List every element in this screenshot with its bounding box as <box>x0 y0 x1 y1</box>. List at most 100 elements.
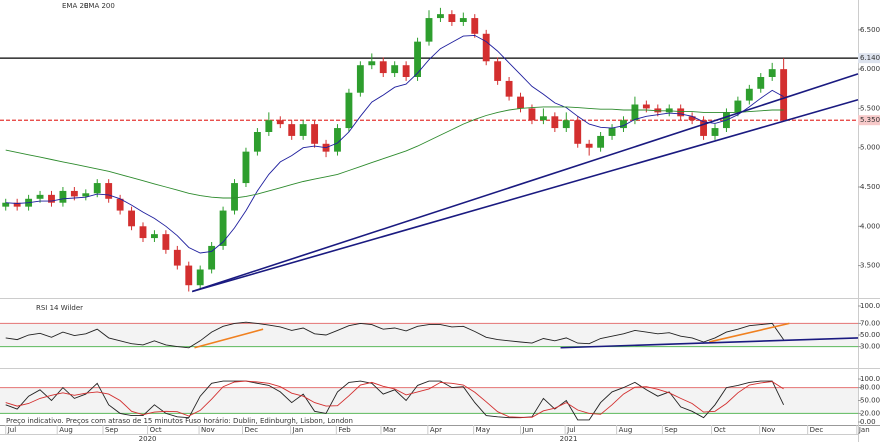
candle-body <box>334 128 341 152</box>
x-tick-label: Mar <box>383 426 396 434</box>
y-tick-label: 30.00 <box>860 343 880 351</box>
candle-body <box>402 65 410 77</box>
candle-body <box>482 33 490 62</box>
x-tick-label: Dec <box>810 426 824 434</box>
series-line <box>5 106 784 199</box>
candle-body <box>631 104 639 121</box>
x-tick-label: Jul <box>7 426 17 434</box>
candle-body <box>105 183 113 199</box>
candle-body <box>391 65 399 74</box>
candle-body <box>356 65 364 93</box>
candle-body <box>299 124 307 136</box>
candle-body <box>745 88 753 101</box>
candle-body <box>253 132 261 152</box>
candle-body <box>196 269 204 286</box>
series-line <box>5 34 784 254</box>
price-label-box <box>858 53 880 64</box>
x-tick-label: Oct <box>150 426 162 434</box>
y-tick-label: 80.00 <box>860 384 880 392</box>
candle-body <box>13 202 21 207</box>
x-tick-label: Aug <box>619 426 633 434</box>
trendline <box>560 337 859 349</box>
x-tick-label: May <box>476 426 490 434</box>
candle-body <box>311 124 319 144</box>
x-tick-label: Nov <box>762 426 776 434</box>
candle-body <box>459 18 467 22</box>
y-tick-label: 5.500 <box>860 104 880 112</box>
x-tick-label: Jul <box>566 426 576 434</box>
candle-body <box>162 234 170 250</box>
candle-body <box>128 210 135 227</box>
series-line <box>5 321 784 349</box>
y-tick-label: 5.000 <box>860 144 880 152</box>
candle-body <box>677 108 685 117</box>
zone <box>0 387 858 414</box>
candle-body <box>471 18 479 34</box>
candle-body <box>116 198 124 211</box>
legend-entry: EMA 200 <box>84 2 115 10</box>
candle-body <box>242 151 250 184</box>
candle-body <box>93 183 101 194</box>
candle-body <box>768 69 776 77</box>
candle-body <box>551 116 559 129</box>
candle-body <box>151 234 158 239</box>
candle-body <box>231 183 238 211</box>
candle-body <box>688 116 696 121</box>
candle-body <box>574 120 582 144</box>
y-tick-label: 100.00 <box>860 302 880 310</box>
candle-body <box>276 120 284 125</box>
candle-body <box>139 226 147 239</box>
candle-body <box>70 190 78 197</box>
candle-body <box>585 143 593 148</box>
candle-body <box>539 116 547 121</box>
y-tick-label: 70.00 <box>860 319 880 327</box>
candle-body <box>219 210 227 246</box>
price-label-box <box>858 115 880 126</box>
candle-body <box>494 61 502 81</box>
x-tick-label: Nov <box>201 426 215 434</box>
candle-body <box>414 41 421 77</box>
x-tick-label: Oct <box>714 426 726 434</box>
y-tick-label: 20.00 <box>860 409 880 417</box>
candle-body <box>59 190 67 203</box>
series-line <box>5 380 784 418</box>
candle-body <box>780 69 788 121</box>
x-tick-label: Apr <box>430 426 442 434</box>
candle-body <box>528 108 536 121</box>
candle-body <box>700 120 707 136</box>
legend-entry: EMA 20 <box>62 2 88 10</box>
price-label: 5.350 <box>860 116 880 124</box>
series-line <box>5 380 785 421</box>
trendline <box>191 73 859 293</box>
y-tick-label: 50.00 <box>860 331 880 339</box>
y-tick-label: 3.500 <box>860 262 880 270</box>
price-label: 6.140 <box>860 54 880 62</box>
candle-body <box>265 120 273 132</box>
zone <box>0 323 858 347</box>
x-tick-label: Jan <box>292 426 304 434</box>
panel-title: RSI 14 Wilder <box>36 304 83 312</box>
candle-body <box>597 135 605 148</box>
x-tick-label: Sep <box>105 426 119 434</box>
candle-body <box>185 265 193 286</box>
candle-body <box>425 18 433 42</box>
candle-body <box>288 124 296 136</box>
y-tick-label: 50.00 <box>860 397 880 405</box>
candle-body <box>448 14 456 22</box>
candle-body <box>173 249 181 266</box>
x-group-label: 2020 <box>139 435 157 442</box>
candle-body <box>36 194 44 199</box>
trendline <box>194 328 264 349</box>
candle-body <box>620 120 627 129</box>
candle-body <box>757 77 765 89</box>
candle-body <box>505 80 513 97</box>
candle-body <box>345 92 353 129</box>
candle-body <box>642 104 650 109</box>
candle-body <box>208 245 216 270</box>
x-tick-label: Sep <box>664 426 678 434</box>
candle-body <box>2 202 10 207</box>
trendline <box>191 99 859 293</box>
footer-note: Preço indicativo. Preços com atraso de 1… <box>6 417 353 425</box>
x-tick-label: Jan <box>858 426 870 434</box>
candle-body <box>437 14 444 19</box>
